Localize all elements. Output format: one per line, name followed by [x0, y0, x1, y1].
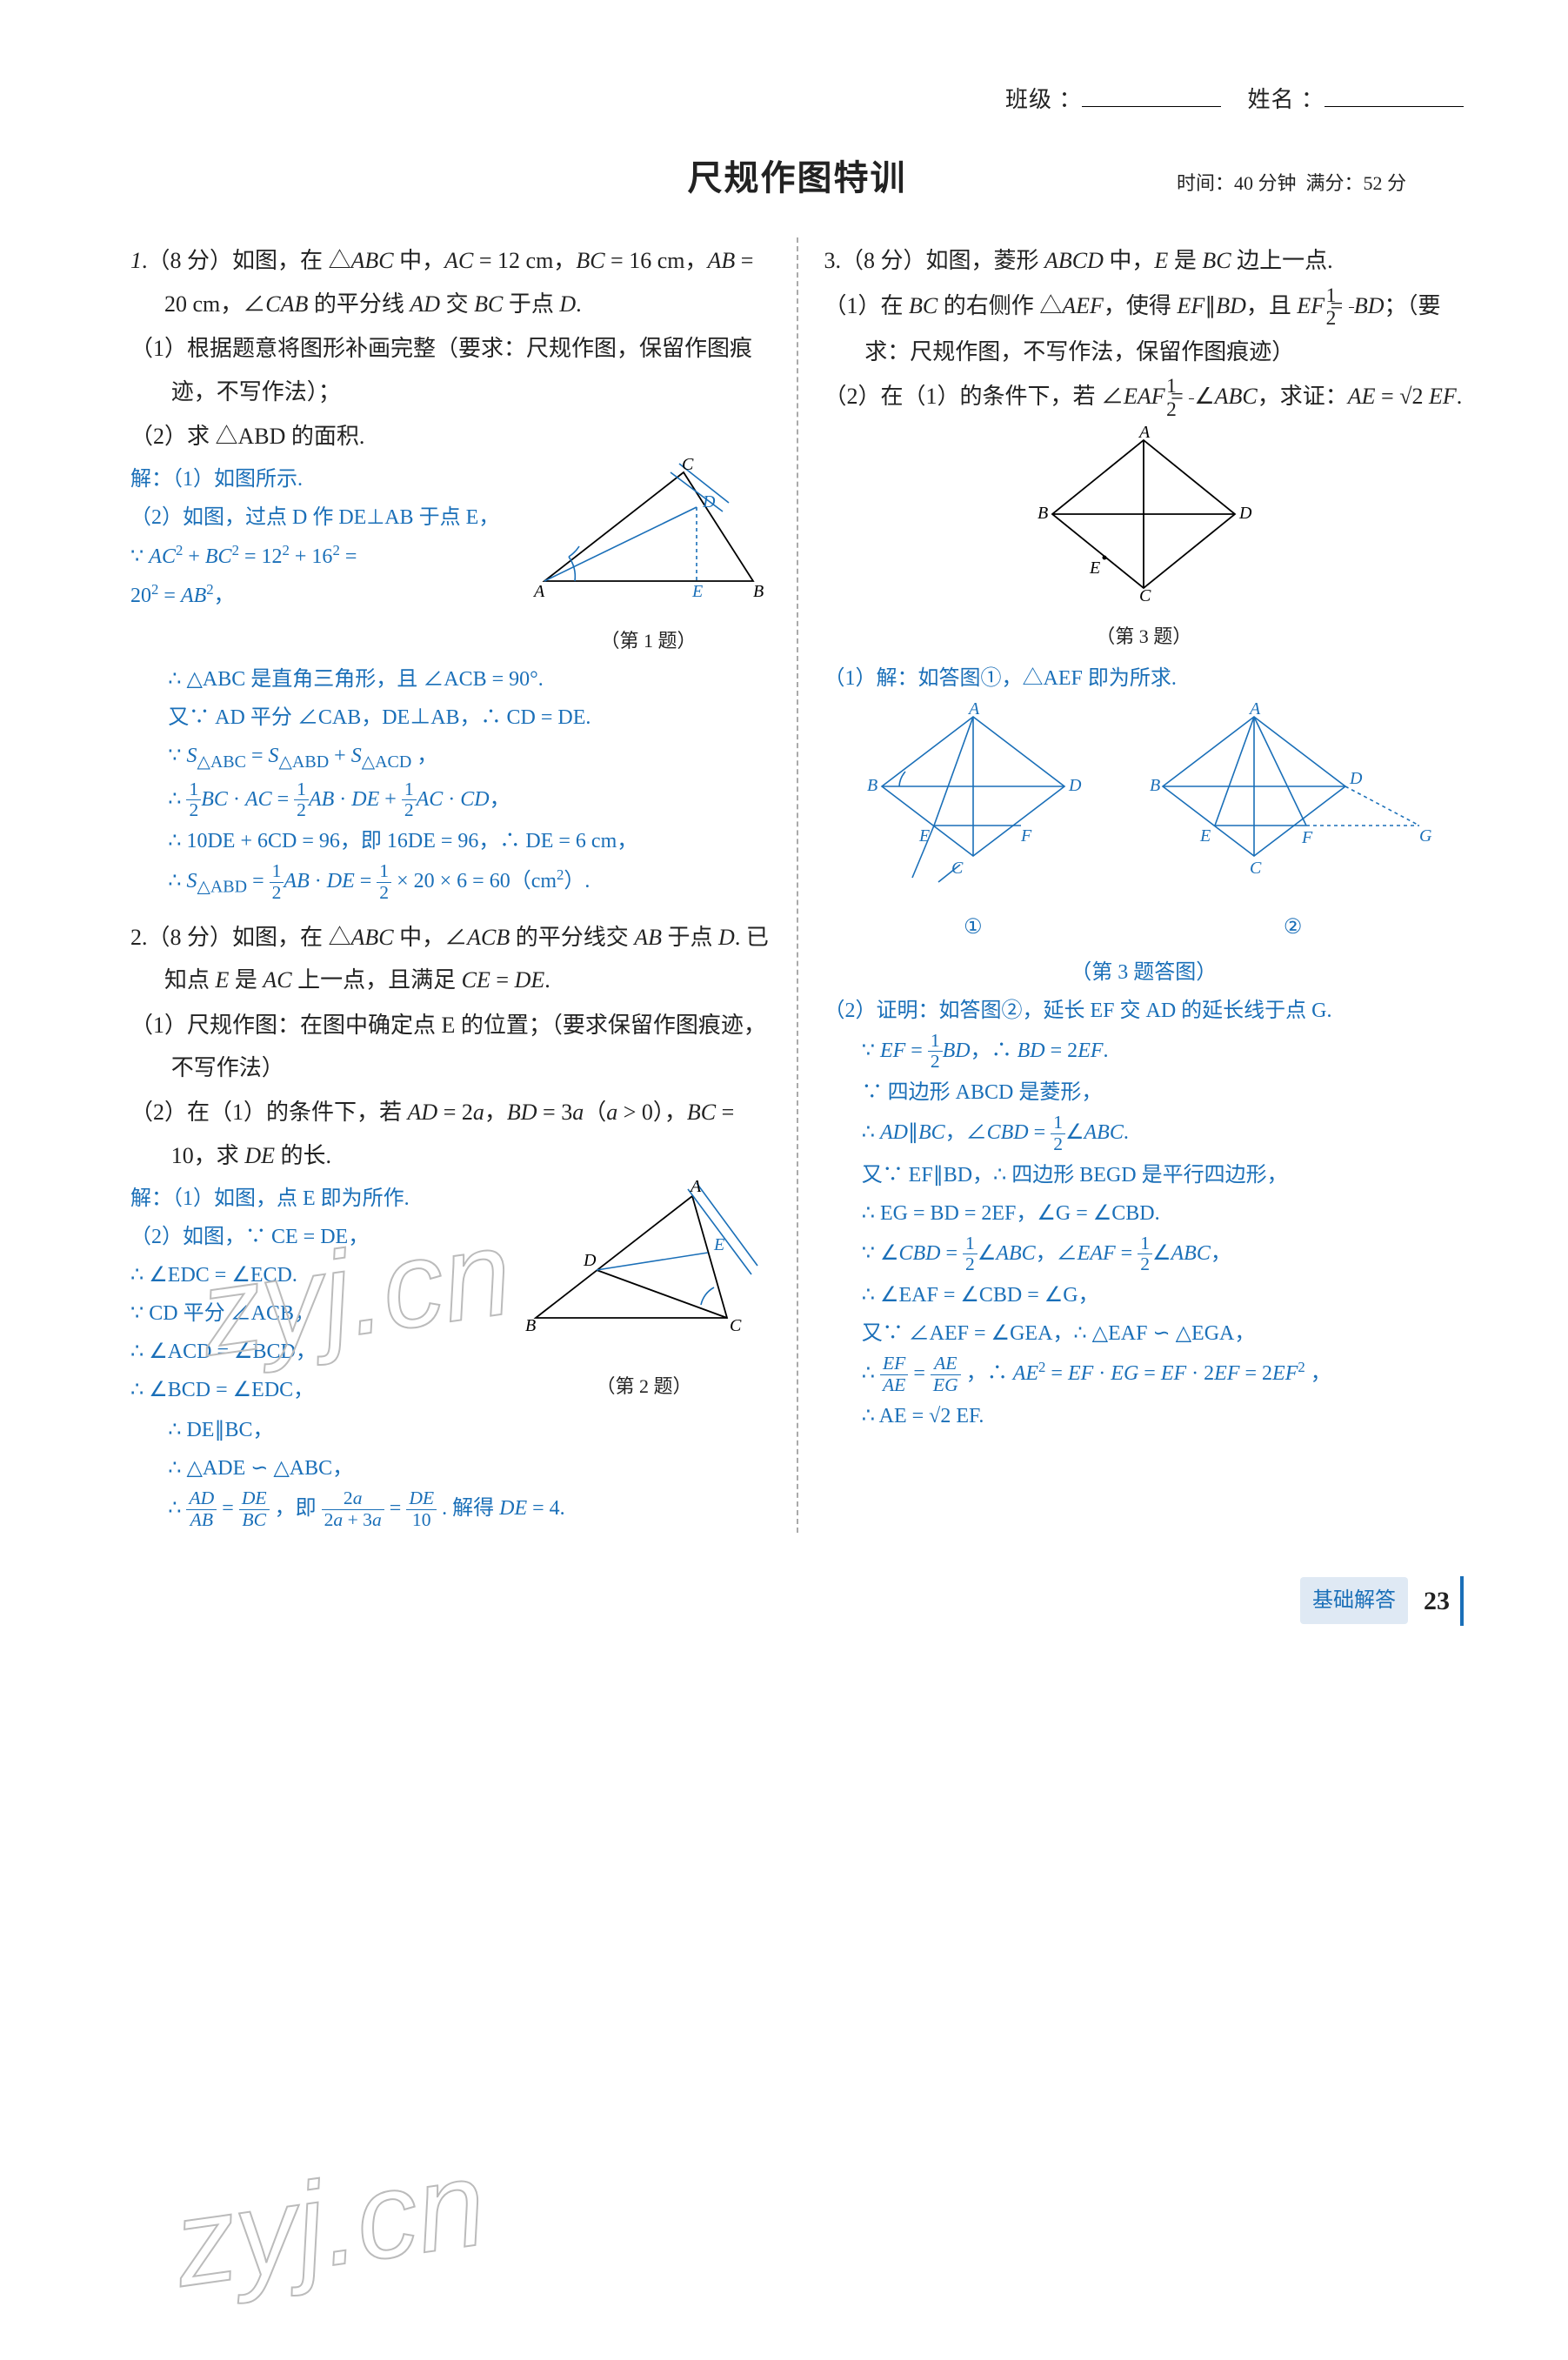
- q3-a3: ∵ 四边形 ABCD 是菱形，: [824, 1074, 1465, 1111]
- svg-text:D: D: [702, 492, 716, 511]
- q2-a8: ∴ ADAB = DEBC ，即 2a2a + 3a = DE10 . 解得 D…: [130, 1488, 771, 1531]
- q3-a1: （2）证明：如答图②，延长 EF 交 AD 的延长线于点 G.: [824, 993, 1465, 1029]
- svg-text:B: B: [1038, 504, 1048, 523]
- q2-a2: ∴ ∠EDC = ∠ECD.: [130, 1257, 501, 1294]
- q2-p1: （1）尺规作图：在图中确定点 E 的位置；（要求保留作图痕迹，不写作法）: [130, 1004, 771, 1090]
- q3-stem: 3.（8 分）如图，菱形 ABCD 中，E 是 BC 边上一点.: [824, 239, 1465, 282]
- q1-figcap: （第 1 题）: [527, 623, 771, 659]
- q1-figure: A B C D E （第 1 题）: [527, 459, 771, 659]
- left-column: 1.（8 分）如图，在 △ABC 中，AC = 12 cm，BC = 16 cm…: [130, 237, 798, 1532]
- q1-a5: ∵ S△ABC = S△ABD + S△ACD ，: [130, 738, 771, 778]
- q3-p1: （1）在 BC 的右侧作 △AEF，使得 EF∥BD，且 EF = 12BD；（…: [824, 284, 1465, 374]
- svg-text:D: D: [583, 1251, 597, 1270]
- q1-a7: ∴ 10DE + 6CD = 96，即 16DE = 96，∴ DE = 6 c…: [130, 823, 771, 859]
- svg-text:A: A: [967, 699, 980, 719]
- q2-a3: ∵ CD 平分 ∠ACB，: [130, 1295, 501, 1332]
- svg-text:E: E: [713, 1235, 724, 1254]
- svg-text:B: B: [1150, 776, 1160, 795]
- q3-a2: ∵ EF = 12BD，∴ BD = 2EF.: [824, 1031, 1465, 1073]
- circ2: ②: [1150, 909, 1437, 946]
- q2-figure: B C A D E （第 2 题）: [518, 1179, 771, 1405]
- class-label: 班级 ：: [1005, 87, 1083, 112]
- q3-a4: ∴ AD∥BC，∠CBD = 12∠ABC.: [824, 1113, 1465, 1155]
- q2-a4: ∴ ∠ACD = ∠BCD，: [130, 1334, 501, 1370]
- svg-text:C: C: [951, 859, 964, 878]
- q3-figure: A B C D E （第 3 题）: [824, 427, 1465, 655]
- q2-a5: ∴ ∠BCD = ∠EDC，: [130, 1372, 501, 1408]
- svg-text:F: F: [1020, 826, 1032, 846]
- class-blank[interactable]: [1082, 91, 1221, 107]
- svg-text:G: G: [1419, 826, 1432, 846]
- circ1: ①: [851, 909, 1095, 946]
- q1-p1: （1）根据题意将图形补画完整（要求：尺规作图，保留作图痕迹，不写作法）；: [130, 327, 771, 413]
- svg-text:F: F: [1301, 828, 1313, 847]
- q1-p2: （2）求 △ABD 的面积.: [130, 415, 771, 458]
- q3-p2: （2）在（1）的条件下，若 ∠EAF = 12∠ABC，求证：AE = √2 E…: [824, 375, 1465, 421]
- q3-a5: 又∵ EF∥BD，∴ 四边形 BEGD 是平行四边形，: [824, 1157, 1465, 1193]
- q2-a1: （2）如图，∵ CE = DE，: [130, 1219, 501, 1255]
- q1-a2: ∵ AC2 + BC2 = 122 + 162 =: [130, 538, 510, 575]
- svg-text:A: A: [1138, 423, 1151, 442]
- svg-text:E: E: [1199, 826, 1211, 846]
- svg-text:B: B: [867, 776, 877, 795]
- q3-figcap: （第 3 题）: [824, 618, 1465, 655]
- watermark: zyj.cn: [159, 2088, 499, 2360]
- q3-a0: （1）解：如答图①，△AEF 即为所求.: [824, 660, 1465, 697]
- q3-a8: ∴ ∠EAF = ∠CBD = ∠G，: [824, 1277, 1465, 1314]
- q2-p2: （2）在（1）的条件下，若 AD = 2a，BD = 3a（a > 0），BC …: [130, 1091, 771, 1177]
- footer-label: 基础解答: [1300, 1577, 1408, 1624]
- q3-a7: ∵ ∠CBD = 12∠ABC，∠EAF = 12∠ABC，: [824, 1233, 1465, 1276]
- q1-a3: ∴ △ABC 是直角三角形，且 ∠ACB = 90°.: [130, 661, 771, 698]
- q3-a9: 又∵ ∠AEF = ∠GEA，∴ △EAF ∽ △EGA，: [824, 1315, 1465, 1352]
- svg-text:C: C: [1250, 859, 1262, 878]
- svg-text:D: D: [1349, 769, 1363, 788]
- name-blank[interactable]: [1324, 91, 1464, 107]
- q2-stem: 2.（8 分）如图，在 △ABC 中，∠ACB 的平分线交 AB 于点 D. 已…: [130, 916, 771, 1002]
- svg-text:A: A: [532, 582, 545, 601]
- q1-a1: （2）如图，过点 D 作 DE⊥AB 于点 E，: [130, 499, 510, 536]
- name-label: 姓名 ：: [1247, 87, 1324, 112]
- q3-a6: ∴ EG = BD = 2EF，∠G = ∠CBD.: [824, 1195, 1465, 1232]
- svg-text:E: E: [1089, 558, 1100, 578]
- q1-a0: 解：（1）如图所示.: [130, 461, 510, 498]
- q1-a6: ∴ 12BC · AC = 12AB · DE + 12AC · CD，: [130, 779, 771, 822]
- q3-a11: ∴ AE = √2 EF.: [824, 1398, 1465, 1434]
- svg-text:E: E: [691, 582, 703, 601]
- q2-a7: ∴ △ADE ∽ △ABC，: [130, 1450, 771, 1487]
- q2-a6: ∴ DE∥BC，: [130, 1412, 771, 1448]
- svg-text:B: B: [753, 582, 764, 601]
- svg-text:B: B: [525, 1316, 536, 1335]
- page-number: 23: [1424, 1576, 1464, 1626]
- title-row: 尺规作图特训 时间：40 分钟 满分：52 分: [130, 145, 1464, 211]
- q1-stem: 1.（8 分）如图，在 △ABC 中，AC = 12 cm，BC = 16 cm…: [130, 239, 771, 325]
- svg-text:C: C: [730, 1316, 742, 1335]
- q2-figcap: （第 2 题）: [518, 1368, 771, 1405]
- svg-text:A: A: [1248, 699, 1261, 719]
- svg-text:C: C: [682, 455, 694, 474]
- svg-text:E: E: [918, 826, 930, 846]
- right-column: 3.（8 分）如图，菱形 ABCD 中，E 是 BC 边上一点. （1）在 BC…: [798, 237, 1465, 1532]
- page-title: 尺规作图特训: [417, 145, 1177, 211]
- q2-a0: 解：（1）如图，点 E 即为所作.: [130, 1180, 501, 1217]
- svg-text:C: C: [1139, 586, 1151, 605]
- q3-afigcap: （第 3 题答图）: [824, 954, 1465, 991]
- footer: 基础解答 23: [130, 1576, 1464, 1626]
- svg-text:A: A: [689, 1177, 702, 1196]
- svg-text:D: D: [1068, 776, 1082, 795]
- q3-answer-figs: A B C D E F ①: [824, 704, 1465, 947]
- header: 班级 ： 姓名 ：: [130, 78, 1464, 121]
- q3-a10: ∴ EFAE = AEEG ，∴ AE2 = EF · EG = EF · 2E…: [824, 1354, 1465, 1396]
- svg-text:D: D: [1238, 504, 1252, 523]
- q1-a4: 又∵ AD 平分 ∠CAB，DE⊥AB，∴ CD = DE.: [130, 699, 771, 736]
- meta: 时间：40 分钟 满分：52 分: [1177, 165, 1464, 202]
- q1-a8: ∴ S△ABD = 12AB · DE = 12 × 20 × 6 = 60（c…: [130, 861, 771, 904]
